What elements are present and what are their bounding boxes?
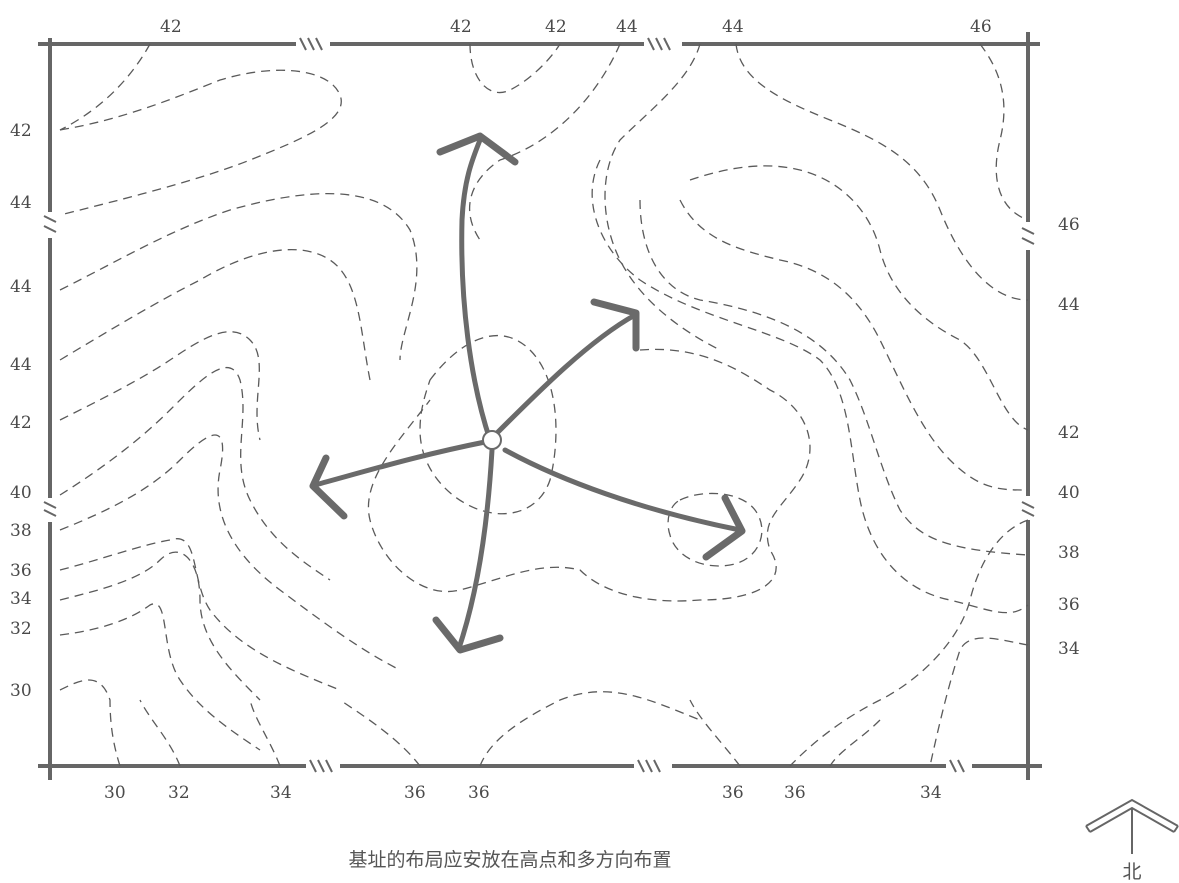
north-label: 北 [1122, 861, 1141, 883]
contour-label: 44 [1058, 295, 1080, 315]
contour-label: 42 [545, 17, 567, 37]
diagram-caption: 基址的布局应安放在高点和多方向布置 [348, 849, 671, 871]
arrow-west [312, 439, 488, 488]
arrow-south-head [432, 616, 504, 654]
north-arrow-icon: 北 [1085, 798, 1179, 883]
contour-label: 36 [468, 783, 490, 803]
right-contour-labels: 46 44 42 40 38 36 34 [1058, 215, 1080, 659]
contour-label: 38 [1058, 543, 1080, 563]
contour-label: 44 [616, 17, 638, 37]
arrow-northeast [492, 312, 638, 438]
contour-label: 42 [1058, 423, 1080, 443]
contour-label: 44 [722, 17, 744, 37]
contour-label: 32 [168, 783, 190, 803]
left-contour-labels: 42 44 44 44 42 40 38 36 34 32 30 [10, 121, 32, 701]
contour-label: 46 [1058, 215, 1080, 235]
contour-label: 36 [722, 783, 744, 803]
contour-label: 36 [10, 561, 32, 581]
high-point-center [482, 430, 502, 450]
arrow-northeast-head [590, 298, 640, 352]
contour-label: 30 [10, 681, 32, 701]
contour-label: 44 [10, 277, 32, 297]
contour-label: 34 [920, 783, 942, 803]
top-contour-labels: 42 42 42 44 44 46 [160, 17, 992, 37]
contour-label: 40 [1058, 483, 1080, 503]
contour-label: 34 [270, 783, 292, 803]
contour-lines [59, 43, 1029, 767]
arrow-west-head [309, 454, 348, 520]
arrow-southeast [502, 447, 743, 533]
contour-label: 32 [10, 619, 32, 639]
contour-label: 34 [1058, 639, 1080, 659]
bottom-contour-labels: 30 32 34 36 36 36 36 34 [104, 783, 942, 803]
contour-label: 38 [10, 521, 32, 541]
arrow-north [459, 137, 493, 443]
contour-label: 36 [1058, 595, 1080, 615]
layout-arrows [309, 132, 746, 654]
contour-label: 34 [10, 589, 32, 609]
contour-label: 40 [10, 483, 32, 503]
contour-label: 42 [450, 17, 472, 37]
contour-label: 44 [10, 193, 32, 213]
contour-label: 42 [10, 121, 32, 141]
contour-label: 30 [104, 783, 126, 803]
contour-label: 36 [784, 783, 806, 803]
arrow-southeast-head [702, 494, 746, 561]
contour-label: 44 [10, 355, 32, 375]
contour-label: 42 [10, 413, 32, 433]
contour-label: 46 [970, 17, 992, 37]
contour-label: 42 [160, 17, 182, 37]
arrow-south [457, 447, 495, 648]
arrow-north-head [436, 132, 519, 166]
contour-label: 36 [404, 783, 426, 803]
map-border [38, 32, 1042, 780]
